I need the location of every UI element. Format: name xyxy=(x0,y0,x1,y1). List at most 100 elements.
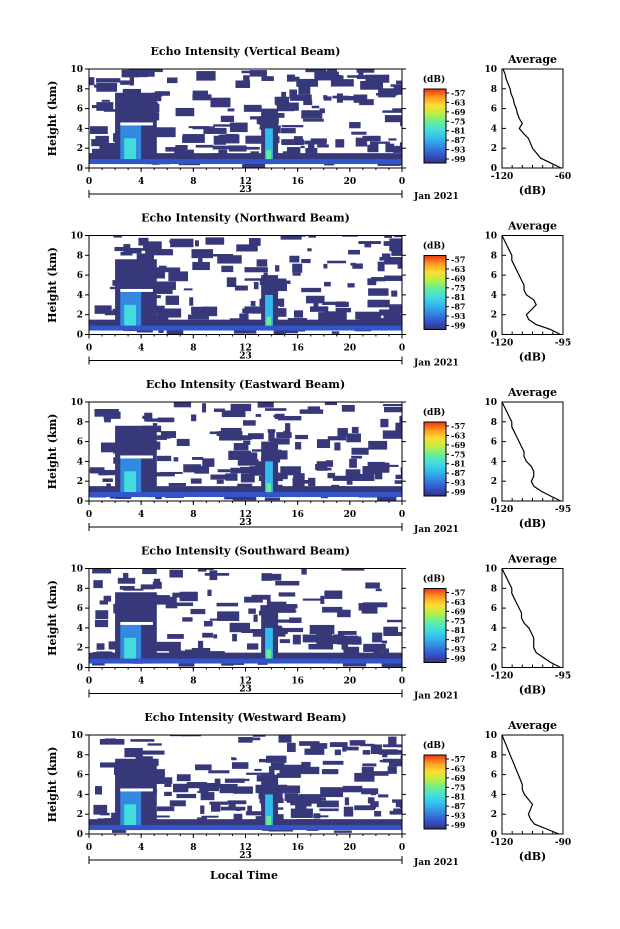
echo-cell xyxy=(89,469,103,473)
colorbar-tick-label: -81 xyxy=(451,126,465,136)
echo-cell xyxy=(239,313,249,321)
echo-cell xyxy=(123,572,129,581)
echo-cell xyxy=(369,771,389,776)
x-tick-label: 0 xyxy=(399,677,405,687)
echo-cell xyxy=(220,115,235,123)
echo-cell xyxy=(341,642,348,650)
echo-cell xyxy=(313,813,321,819)
echo-cell xyxy=(278,735,292,743)
y-tick-label: 8 xyxy=(77,751,83,761)
echo-cell xyxy=(319,108,325,114)
echo-cell xyxy=(334,442,341,451)
echo-cell xyxy=(175,145,188,154)
echo-cell xyxy=(327,69,337,72)
echo-cell xyxy=(252,735,266,737)
avg-title: Average xyxy=(507,53,557,66)
echo-cell xyxy=(274,484,283,492)
echo-cell xyxy=(382,430,402,439)
avg-x-axis-label: (dB) xyxy=(519,351,546,364)
echo-cell xyxy=(351,426,359,434)
colorbar-tick-label: -81 xyxy=(451,792,465,802)
colorbar-tick-label: -63 xyxy=(451,597,466,607)
echo-cell xyxy=(136,253,154,262)
echo-cell xyxy=(197,568,207,572)
echo-cell xyxy=(213,153,221,156)
echo-cell xyxy=(374,810,382,817)
avg-title: Average xyxy=(507,220,557,233)
echo-cell xyxy=(189,297,194,306)
echo-cell xyxy=(386,619,402,623)
echo-heatmap xyxy=(89,235,402,335)
echo-cell xyxy=(220,134,240,144)
echo-cell xyxy=(191,249,214,259)
echo-cell xyxy=(202,306,218,317)
echo-cell xyxy=(243,75,250,83)
echo-cell xyxy=(375,470,383,480)
x-tick-label: 0 xyxy=(86,510,92,520)
echo-cell xyxy=(360,743,375,747)
echo-cell xyxy=(305,487,325,491)
echo-cell xyxy=(150,777,173,784)
echo-cell xyxy=(99,600,109,605)
echo-cell xyxy=(281,91,287,100)
echo-cell xyxy=(378,88,396,98)
echo-cell xyxy=(198,257,203,266)
echo-cell xyxy=(370,801,379,808)
echo-cell xyxy=(103,595,112,602)
avg-x-axis-label: (dB) xyxy=(519,850,546,863)
echo-cell xyxy=(376,93,398,96)
echo-cell xyxy=(180,323,191,327)
echo-cell xyxy=(169,240,192,243)
echo-cell xyxy=(146,418,167,422)
echo-cell xyxy=(392,108,402,113)
echo-cell xyxy=(214,778,221,789)
echo-cell xyxy=(382,648,389,656)
echo-cell xyxy=(152,92,163,97)
echo-cell xyxy=(155,316,169,325)
echo-cell xyxy=(225,133,238,138)
echo-cell xyxy=(89,77,95,86)
echo-cell xyxy=(388,736,397,745)
echo-cell xyxy=(273,628,286,637)
echo-cell xyxy=(321,769,339,775)
x-tick-label: 4 xyxy=(138,677,144,687)
echo-cell xyxy=(191,307,206,317)
x-tick-label: 20 xyxy=(344,677,357,687)
echo-cell xyxy=(245,811,263,816)
bright-line xyxy=(120,788,153,792)
echo-cell xyxy=(274,413,285,420)
echo-cell xyxy=(303,118,324,122)
echo-cell xyxy=(293,136,303,144)
colorbar-tick-label: -81 xyxy=(451,292,465,302)
echo-cell xyxy=(101,146,123,155)
y-tick-label: 4 xyxy=(77,457,83,467)
echo-cell xyxy=(335,139,345,148)
echo-cell xyxy=(154,104,160,113)
echo-cell xyxy=(168,482,186,487)
echo-cell xyxy=(383,632,402,636)
echo-cell xyxy=(375,318,396,325)
echo-cell xyxy=(154,472,175,477)
avg-title: Average xyxy=(507,553,557,566)
avg-profile-line xyxy=(502,68,562,169)
echo-cell xyxy=(279,639,291,644)
echo-cell xyxy=(315,815,329,818)
y-tick-label: 0 xyxy=(77,497,83,507)
avg-y-tick-label: 2 xyxy=(491,144,497,154)
echo-cell xyxy=(196,71,216,81)
echo-cell xyxy=(197,791,209,794)
echo-cell xyxy=(192,90,209,98)
echo-cell xyxy=(320,635,346,643)
colorbar-tick-label: -57 xyxy=(451,421,465,431)
echo-cell xyxy=(195,240,199,247)
colorbar-tick-label: -93 xyxy=(451,478,466,488)
echo-cell xyxy=(96,78,121,83)
avg-y-tick-label: 2 xyxy=(491,311,497,321)
y-tick-label: 0 xyxy=(77,830,83,840)
echo-cell xyxy=(266,599,271,608)
x-tick-label: 12 xyxy=(239,677,252,687)
echo-cell xyxy=(166,596,177,606)
echo-cell xyxy=(103,109,126,112)
echo-cell xyxy=(160,431,177,438)
cloud-core-bright xyxy=(124,304,136,331)
